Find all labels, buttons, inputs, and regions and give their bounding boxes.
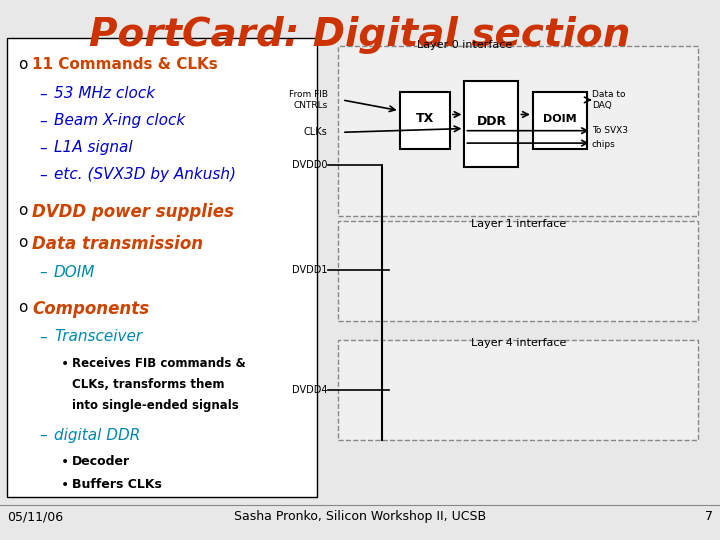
Text: 7: 7 [705, 510, 713, 523]
FancyBboxPatch shape [338, 340, 698, 440]
Text: To SVX3: To SVX3 [592, 126, 628, 135]
Text: –: – [40, 140, 48, 156]
Text: DVDD4: DVDD4 [292, 385, 328, 395]
Text: –: – [40, 329, 48, 345]
Text: Data transmission: Data transmission [32, 235, 204, 253]
Text: DOIM: DOIM [544, 114, 577, 124]
Text: –: – [40, 428, 48, 443]
FancyBboxPatch shape [533, 92, 587, 148]
Text: –: – [40, 86, 48, 102]
Text: DVDD0: DVDD0 [292, 160, 328, 170]
Text: into single-ended signals: into single-ended signals [72, 399, 239, 411]
Text: o: o [18, 300, 27, 315]
Text: DOIM: DOIM [54, 265, 95, 280]
Text: TX: TX [415, 112, 434, 125]
Text: 05/11/06: 05/11/06 [7, 510, 63, 523]
Text: From FIB
CNTRLs: From FIB CNTRLs [289, 90, 328, 110]
Text: Receives FIB commands &: Receives FIB commands & [72, 357, 246, 370]
Text: –: – [40, 113, 48, 129]
Text: PortCard: Digital section: PortCard: Digital section [89, 16, 631, 54]
Text: –: – [40, 167, 48, 183]
Text: 53 MHz clock: 53 MHz clock [54, 86, 155, 102]
Text: L1A signal: L1A signal [54, 140, 132, 156]
Text: digital DDR: digital DDR [54, 428, 140, 443]
FancyBboxPatch shape [464, 81, 518, 167]
Text: 11 Commands & CLKs: 11 Commands & CLKs [32, 57, 218, 72]
FancyBboxPatch shape [400, 92, 450, 148]
Text: o: o [18, 202, 27, 218]
Text: Layer 0 interface: Layer 0 interface [417, 40, 512, 51]
Text: DVDD1: DVDD1 [292, 265, 328, 275]
Text: etc. (SVX3D by Ankush): etc. (SVX3D by Ankush) [54, 167, 236, 183]
Text: •: • [61, 478, 69, 492]
Text: o: o [18, 57, 27, 72]
Text: CLKs: CLKs [304, 127, 328, 137]
Text: Buffers CLKs: Buffers CLKs [72, 478, 162, 491]
Text: –: – [40, 265, 48, 280]
Text: DDR: DDR [477, 115, 507, 128]
Text: Layer 4 interface: Layer 4 interface [471, 338, 566, 348]
Text: CLKs, transforms them: CLKs, transforms them [72, 378, 225, 391]
Text: Transceiver: Transceiver [54, 329, 142, 345]
Text: Data to
DAQ: Data to DAQ [592, 90, 626, 110]
Text: •: • [61, 455, 69, 469]
FancyBboxPatch shape [338, 221, 698, 321]
Text: Decoder: Decoder [72, 455, 130, 468]
Text: Beam X-ing clock: Beam X-ing clock [54, 113, 185, 129]
Text: Sasha Pronko, Silicon Workshop II, UCSB: Sasha Pronko, Silicon Workshop II, UCSB [234, 510, 486, 523]
FancyBboxPatch shape [338, 46, 698, 216]
Text: DVDD power supplies: DVDD power supplies [32, 202, 234, 220]
Text: Components: Components [32, 300, 150, 318]
Text: Layer 1 interface: Layer 1 interface [471, 219, 566, 229]
Text: •: • [61, 357, 69, 372]
Text: o: o [18, 235, 27, 250]
FancyBboxPatch shape [7, 38, 317, 497]
Text: chips: chips [592, 140, 616, 149]
